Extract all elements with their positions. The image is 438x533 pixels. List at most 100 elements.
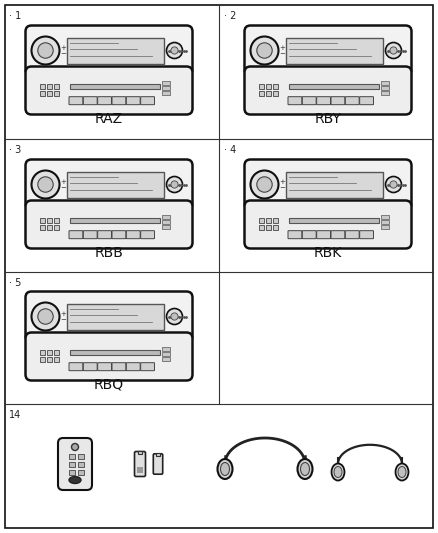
Bar xyxy=(162,357,170,360)
Bar xyxy=(39,350,45,354)
Bar xyxy=(381,91,389,94)
Bar xyxy=(69,470,75,475)
FancyBboxPatch shape xyxy=(83,362,97,370)
Circle shape xyxy=(171,47,178,54)
Bar xyxy=(162,351,170,356)
Bar xyxy=(272,224,278,230)
Bar xyxy=(258,84,264,88)
Text: · 1: · 1 xyxy=(9,11,21,21)
Circle shape xyxy=(38,309,53,324)
Bar xyxy=(46,91,52,95)
Bar xyxy=(39,84,45,88)
Bar xyxy=(258,224,264,230)
Text: +: + xyxy=(60,44,67,51)
Bar xyxy=(69,462,75,467)
Bar xyxy=(162,346,170,351)
FancyBboxPatch shape xyxy=(141,96,155,104)
Bar xyxy=(272,84,278,88)
Bar xyxy=(46,217,52,222)
Circle shape xyxy=(166,176,183,192)
FancyBboxPatch shape xyxy=(331,96,345,104)
FancyBboxPatch shape xyxy=(25,292,192,342)
Bar xyxy=(70,84,159,88)
Bar xyxy=(258,91,264,95)
Circle shape xyxy=(390,47,397,54)
FancyBboxPatch shape xyxy=(244,67,411,115)
Bar xyxy=(286,172,382,198)
Ellipse shape xyxy=(220,463,230,475)
Text: +: + xyxy=(60,311,67,317)
Bar xyxy=(70,350,159,354)
Bar xyxy=(78,462,84,467)
Bar xyxy=(53,224,59,230)
Bar xyxy=(67,303,163,329)
Circle shape xyxy=(71,443,78,450)
Text: −: − xyxy=(60,318,67,324)
Bar xyxy=(162,220,170,223)
Bar xyxy=(265,84,271,88)
Bar xyxy=(289,217,378,223)
FancyBboxPatch shape xyxy=(134,451,145,477)
FancyBboxPatch shape xyxy=(83,96,97,104)
FancyBboxPatch shape xyxy=(141,231,155,239)
Circle shape xyxy=(251,171,279,198)
FancyBboxPatch shape xyxy=(58,438,92,490)
Bar xyxy=(53,84,59,88)
FancyBboxPatch shape xyxy=(25,26,192,76)
Circle shape xyxy=(166,43,183,59)
Bar xyxy=(46,350,52,354)
FancyBboxPatch shape xyxy=(126,362,140,370)
Bar xyxy=(162,224,170,229)
FancyBboxPatch shape xyxy=(345,96,359,104)
FancyBboxPatch shape xyxy=(25,67,192,115)
Text: RAZ: RAZ xyxy=(95,112,123,126)
Circle shape xyxy=(32,36,60,64)
Ellipse shape xyxy=(332,464,345,481)
Bar xyxy=(53,217,59,222)
FancyBboxPatch shape xyxy=(126,96,140,104)
Circle shape xyxy=(38,43,53,58)
FancyBboxPatch shape xyxy=(69,231,83,239)
Bar xyxy=(39,224,45,230)
Bar xyxy=(258,217,264,222)
FancyBboxPatch shape xyxy=(360,96,374,104)
FancyBboxPatch shape xyxy=(112,362,126,370)
FancyBboxPatch shape xyxy=(25,159,192,209)
Bar xyxy=(39,357,45,361)
Bar xyxy=(286,37,382,63)
Text: +: + xyxy=(60,179,67,184)
Text: −: − xyxy=(279,52,286,58)
FancyBboxPatch shape xyxy=(244,200,411,248)
FancyBboxPatch shape xyxy=(288,231,302,239)
Bar xyxy=(46,224,52,230)
FancyBboxPatch shape xyxy=(112,96,126,104)
FancyBboxPatch shape xyxy=(25,200,192,248)
FancyBboxPatch shape xyxy=(98,96,112,104)
Text: · 5: · 5 xyxy=(9,278,21,288)
Circle shape xyxy=(257,43,272,58)
Bar xyxy=(162,85,170,90)
Bar xyxy=(381,85,389,90)
Text: RBK: RBK xyxy=(314,246,342,260)
FancyBboxPatch shape xyxy=(69,96,83,104)
Bar xyxy=(70,217,159,223)
FancyBboxPatch shape xyxy=(69,362,83,370)
Circle shape xyxy=(171,181,178,188)
Bar xyxy=(265,224,271,230)
Bar xyxy=(381,220,389,223)
FancyBboxPatch shape xyxy=(302,96,316,104)
Bar xyxy=(46,84,52,88)
FancyBboxPatch shape xyxy=(288,96,302,104)
FancyBboxPatch shape xyxy=(302,231,316,239)
Text: RBQ: RBQ xyxy=(94,378,124,392)
Ellipse shape xyxy=(297,459,312,479)
Text: 14: 14 xyxy=(9,410,21,420)
FancyBboxPatch shape xyxy=(317,96,331,104)
Ellipse shape xyxy=(396,464,409,481)
Bar xyxy=(46,357,52,361)
Bar xyxy=(39,217,45,222)
Circle shape xyxy=(385,43,402,59)
Bar xyxy=(53,91,59,95)
Circle shape xyxy=(171,313,178,320)
Bar xyxy=(67,172,163,198)
